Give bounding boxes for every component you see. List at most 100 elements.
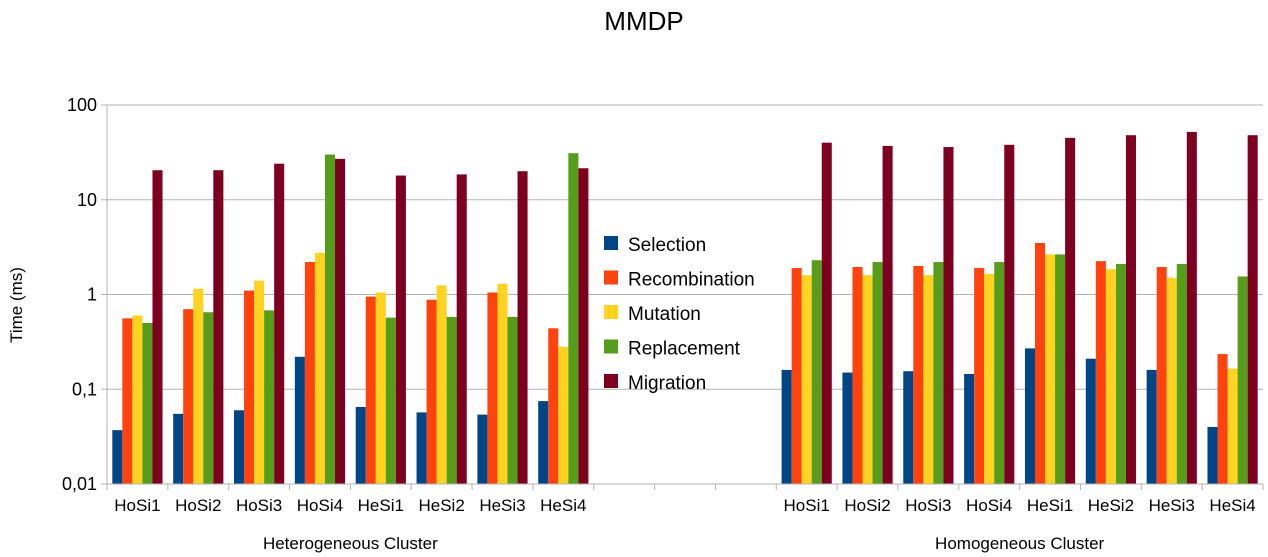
x-category-label: HoSi3: [236, 496, 282, 515]
bars: [112, 131, 1258, 485]
y-tick-label: 10: [77, 190, 97, 210]
bar-selection-hosi2: [842, 372, 853, 484]
bar-recombination-hesi3: [487, 292, 498, 484]
y-axis-title: Time (ms): [7, 267, 26, 343]
x-category-label: HoSi4: [297, 496, 343, 515]
bar-migration-hesi2: [456, 174, 467, 484]
bar-migration-hesi3: [517, 171, 528, 485]
bar-migration-hosi2: [213, 170, 224, 484]
bar-migration-hosi3: [274, 163, 285, 484]
y-tick-label: 1: [87, 285, 97, 305]
bar-replacement-hesi2: [446, 316, 457, 484]
group-label: Heterogeneous Cluster: [263, 534, 438, 553]
bar-replacement-hosi4: [994, 262, 1005, 484]
bar-mutation-hosi3: [254, 280, 265, 484]
bar-migration-hosi4: [335, 158, 346, 484]
bar-recombination-hosi2: [852, 267, 863, 484]
bar-migration-hesi1: [395, 175, 406, 484]
bar-migration-hosi1: [821, 142, 832, 484]
bar-mutation-hesi4: [1227, 368, 1238, 484]
x-category-label: HeSi3: [1149, 496, 1195, 515]
bar-selection-hesi4: [1207, 426, 1218, 484]
bar-replacement-hosi3: [933, 262, 944, 484]
bar-mutation-hesi3: [1166, 277, 1177, 484]
x-category-label: HeSi1: [358, 496, 404, 515]
legend-label-migration: Migration: [628, 373, 706, 394]
x-category-label: HeSi1: [1027, 496, 1073, 515]
x-category-label: HoSi3: [905, 496, 951, 515]
legend-swatch-mutation: [604, 305, 618, 319]
bar-selection-hesi3: [477, 414, 488, 484]
bar-recombination-hesi1: [365, 296, 376, 484]
bar-selection-hesi3: [1146, 369, 1157, 484]
bar-selection-hesi1: [1024, 348, 1035, 484]
x-category-label: HeSi3: [479, 496, 525, 515]
bar-migration-hesi4: [578, 168, 589, 484]
x-category-label: HeSi4: [1209, 496, 1255, 515]
bar-recombination-hesi2: [426, 299, 437, 484]
bar-replacement-hosi2: [203, 312, 214, 484]
bar-selection-hosi3: [903, 371, 914, 484]
x-category-label: HoSi2: [844, 496, 890, 515]
y-tick-label: 100: [67, 95, 97, 115]
bar-replacement-hesi3: [1176, 263, 1187, 484]
bar-selection-hesi2: [416, 412, 427, 484]
legend-label-recombination: Recombination: [628, 270, 755, 291]
bar-replacement-hosi2: [872, 262, 883, 484]
group-labels: Heterogeneous Cluster Homogeneous Cluster: [263, 534, 1105, 553]
bar-mutation-hosi1: [801, 275, 812, 484]
bar-recombination-hosi1: [791, 268, 802, 484]
bar-migration-hosi2: [882, 145, 893, 484]
bar-replacement-hosi1: [811, 260, 822, 484]
x-category-label: HoSi1: [784, 496, 830, 515]
x-category-label: HoSi2: [175, 496, 221, 515]
bar-mutation-hosi4: [984, 273, 995, 484]
bar-recombination-hosi1: [122, 318, 133, 484]
bar-mutation-hesi1: [1045, 254, 1056, 484]
bar-mutation-hesi1: [375, 292, 386, 484]
x-category-labels: HoSi1 HoSi2 HoSi3 HoSi4 HeSi1 HeSi2 HeSi3 HeSi4…: [114, 496, 1255, 515]
bar-mutation-hesi2: [436, 285, 447, 484]
bar-migration-hesi3: [1186, 131, 1197, 484]
x-category-label: HeSi4: [540, 496, 586, 515]
y-tick-labels: 0,01 0,1 1 10 100: [62, 95, 97, 494]
bar-replacement-hesi3: [507, 316, 518, 484]
bar-recombination-hesi1: [1034, 242, 1046, 484]
legend-swatch-recombination: [604, 270, 618, 285]
bar-selection-hosi4: [294, 356, 305, 484]
legend-swatch-replacement: [604, 339, 618, 354]
bar-selection-hesi1: [355, 406, 366, 484]
bar-selection-hosi2: [173, 413, 184, 484]
bar-replacement-hesi1: [385, 317, 396, 484]
bar-replacement-hosi1: [142, 323, 153, 484]
bar-recombination-hesi4: [548, 328, 559, 484]
bar-selection-hosi3: [234, 410, 245, 484]
bar-replacement-hosi4: [324, 154, 336, 485]
bar-selection-hesi2: [1085, 358, 1096, 484]
bar-recombination-hesi2: [1095, 261, 1106, 484]
bar-selection-hosi1: [112, 430, 123, 484]
bar-recombination-hosi3: [913, 265, 924, 484]
legend-swatch-migration: [604, 374, 618, 388]
legend-label-replacement: Replacement: [628, 339, 741, 360]
legend: Selection Recombination Mutation Replacemen…: [604, 235, 755, 394]
legend-label-selection: Selection: [628, 235, 706, 256]
bar-replacement-hesi1: [1055, 254, 1066, 484]
bar-mutation-hosi2: [193, 288, 204, 484]
bar-mutation-hosi3: [923, 275, 934, 484]
bar-replacement-hesi4: [568, 153, 579, 484]
bar-recombination-hesi4: [1217, 354, 1228, 484]
bar-migration-hosi4: [1004, 144, 1015, 484]
bar-selection-hosi4: [964, 373, 975, 484]
bar-replacement-hosi3: [264, 310, 275, 484]
bar-mutation-hesi2: [1105, 269, 1116, 484]
bar-recombination-hosi2: [183, 309, 194, 484]
bar-recombination-hosi3: [244, 290, 255, 484]
x-category-label: HoSi1: [114, 496, 160, 515]
legend-swatch-selection: [604, 236, 618, 250]
y-tick-label: 0,1: [72, 379, 97, 399]
group-label: Homogeneous Cluster: [935, 534, 1104, 553]
bar-mutation-hosi4: [314, 252, 325, 484]
x-category-label: HeSi2: [418, 496, 464, 515]
